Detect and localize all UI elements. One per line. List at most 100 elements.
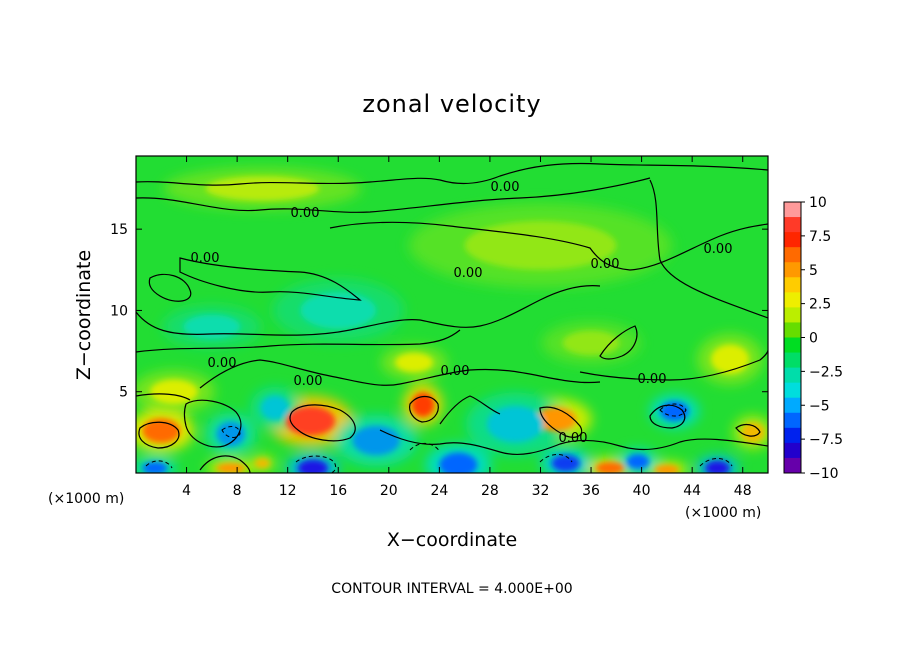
contour-label: 0.00 bbox=[454, 266, 483, 281]
colorbar-tick-label: −2.5 bbox=[809, 364, 843, 380]
contour-line bbox=[379, 429, 768, 456]
anomaly-core bbox=[464, 221, 617, 270]
anomaly-core bbox=[150, 379, 198, 404]
colorbar-swatch bbox=[784, 262, 801, 278]
anomaly-core bbox=[183, 314, 241, 339]
colorbar-tick-label: 0 bbox=[809, 331, 818, 347]
colorbar-tick-label: −7.5 bbox=[809, 432, 843, 448]
anomaly-core bbox=[205, 176, 320, 201]
anomaly-core bbox=[260, 395, 290, 421]
colorbar-swatch bbox=[784, 322, 801, 338]
contour-label: 0.00 bbox=[191, 251, 220, 266]
contour-line bbox=[599, 325, 638, 360]
contour-line bbox=[136, 393, 191, 401]
contour-line bbox=[409, 395, 439, 423]
zero-contours bbox=[136, 162, 768, 473]
colorbar-swatch bbox=[784, 382, 801, 399]
anomaly-core bbox=[395, 352, 434, 373]
x-tick-label: 12 bbox=[279, 483, 297, 499]
colorbar-swatch bbox=[784, 442, 801, 459]
contour-label: 0.00 bbox=[441, 364, 470, 379]
colorbar-swatch bbox=[784, 307, 801, 323]
anomaly-core bbox=[352, 425, 400, 456]
negative-contours bbox=[145, 403, 733, 473]
anomaly-core bbox=[439, 452, 478, 473]
contour-line-negative bbox=[145, 460, 173, 469]
colorbar: 10 7.5 5 2.5 0 −2.5 −5 −7.5 −10 bbox=[783, 195, 843, 482]
x-unit-left: (×1000 m) bbox=[48, 491, 124, 507]
x-axis-ticks: 4 8 12 16 20 24 28 32 36 40 44 48 bbox=[182, 156, 752, 499]
contour-label: 0.00 bbox=[291, 206, 320, 221]
anomaly-core bbox=[216, 463, 246, 473]
contour-label: 0.00 bbox=[294, 374, 323, 389]
colorbar-tick-label: 5 bbox=[809, 263, 818, 279]
contour-line bbox=[579, 349, 768, 381]
contour-label: 0.00 bbox=[208, 356, 237, 371]
anomaly-core bbox=[285, 406, 336, 436]
colorbar-swatch bbox=[784, 247, 801, 263]
contour-label: 0.00 bbox=[638, 372, 667, 387]
colorbar-tick-label: 10 bbox=[809, 195, 827, 211]
contour-line bbox=[148, 273, 192, 302]
x-tick-label: 40 bbox=[633, 483, 651, 499]
colorbar-swatch bbox=[784, 397, 801, 414]
contour-line bbox=[539, 406, 583, 438]
contour-line bbox=[439, 395, 501, 425]
contour-line bbox=[289, 404, 356, 442]
colorbar-swatch bbox=[784, 277, 801, 293]
y-tick-label: 5 bbox=[119, 385, 128, 401]
colorbar-tick-label: −10 bbox=[809, 466, 839, 482]
contour-label: 0.00 bbox=[559, 431, 588, 446]
anomaly-core bbox=[300, 292, 377, 329]
x-tick-label: 8 bbox=[233, 483, 242, 499]
contour-line bbox=[138, 421, 180, 449]
contour-line bbox=[179, 257, 362, 301]
anomaly-core bbox=[216, 421, 246, 447]
contour-line-negative bbox=[659, 403, 687, 417]
x-tick-label: 4 bbox=[182, 483, 191, 499]
anomaly-core bbox=[254, 458, 270, 469]
y-tick-label: 15 bbox=[110, 222, 128, 238]
anomaly-core bbox=[741, 422, 765, 443]
x-tick-label: 48 bbox=[734, 483, 752, 499]
contour-line-negative bbox=[409, 443, 441, 453]
chart-title: zonal velocity bbox=[362, 90, 541, 118]
contour-line bbox=[329, 221, 768, 271]
anomaly-core bbox=[595, 462, 625, 473]
y-tick-label: 10 bbox=[110, 303, 128, 319]
x-tick-label: 16 bbox=[329, 483, 347, 499]
anomaly-core bbox=[486, 405, 544, 443]
contour-line bbox=[183, 399, 242, 448]
colorbar-swatch bbox=[784, 202, 801, 218]
colorbar-swatch bbox=[784, 232, 801, 248]
x-tick-label: 44 bbox=[683, 483, 701, 499]
contour-line bbox=[199, 359, 601, 389]
y-axis-ticks: 5 10 15 bbox=[110, 222, 768, 401]
contour-line bbox=[735, 423, 761, 437]
anomaly-core bbox=[705, 460, 730, 473]
x-tick-label: 36 bbox=[582, 483, 600, 499]
contour-labels: 0.00 0.00 0.00 0.00 0.00 0.00 0.00 0.00 0.00 0.00… bbox=[191, 180, 733, 446]
anomaly-core bbox=[551, 454, 580, 472]
anomaly-core bbox=[654, 464, 680, 473]
contour-line-negative bbox=[539, 454, 573, 463]
x-tick-label: 24 bbox=[430, 483, 448, 499]
colorbar-swatch bbox=[784, 412, 801, 429]
plot-area: 0.00 0.00 0.00 0.00 0.00 0.00 0.00 0.00 0.00 0.00… bbox=[136, 156, 768, 473]
contour-line bbox=[136, 329, 461, 353]
plot-frame bbox=[135, 155, 769, 474]
anomaly-core bbox=[711, 344, 750, 374]
contour-line-negative bbox=[221, 426, 241, 438]
x-axis-label: X−coordinate bbox=[387, 529, 517, 551]
colorbar-swatch bbox=[784, 427, 801, 444]
contour-label: 0.00 bbox=[591, 257, 620, 272]
contour-line-negative bbox=[295, 455, 337, 473]
x-tick-label: 28 bbox=[481, 483, 499, 499]
colorbar-swatch bbox=[784, 352, 801, 369]
colorbar-swatch bbox=[784, 217, 801, 233]
contour-line bbox=[649, 179, 768, 319]
contour-label: 0.00 bbox=[491, 180, 520, 195]
colorbar-swatch bbox=[784, 367, 801, 384]
colorbar-tick-label: −5 bbox=[809, 398, 830, 414]
